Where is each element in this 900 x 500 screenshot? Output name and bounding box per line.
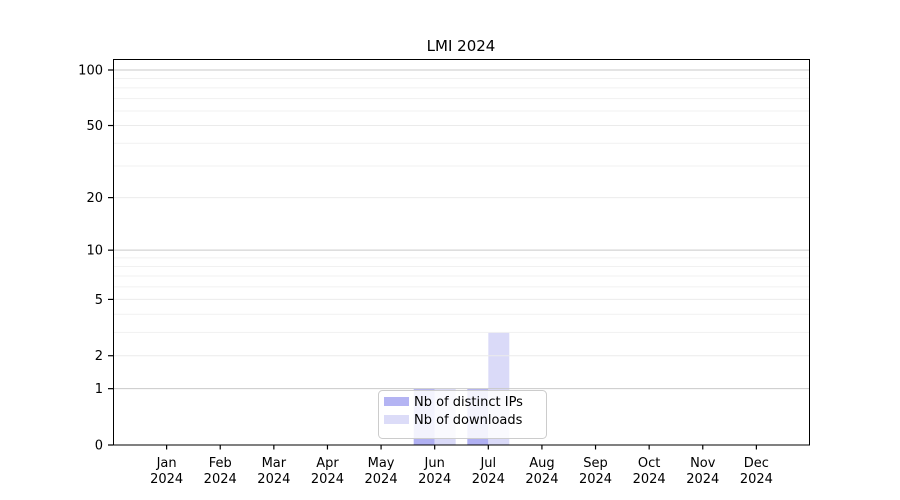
x-tick-label: Aug 2024 [525, 456, 558, 487]
ticks-group [108, 69, 757, 450]
y-tick-label: 5 [95, 293, 103, 308]
y-tick-label: 50 [86, 119, 103, 134]
x-tick-label: Dec 2024 [740, 456, 773, 487]
x-tick-label: Jul 2024 [472, 456, 505, 487]
tick-labels-group: 0 1 2 5 10 20 50 100 Jan 2024 Feb 2024 Mar 2024 Apr 202… [78, 64, 773, 488]
x-tick-label: May 2024 [365, 456, 398, 487]
plot-border [113, 59, 810, 446]
x-tick-label: Feb 2024 [204, 456, 237, 487]
y-tick-label: 20 [86, 191, 103, 206]
gridlines-group [113, 69, 810, 390]
y-tick-label: 10 [86, 244, 103, 259]
legend-label-distinct-ips: Nb of distinct IPs [414, 395, 523, 410]
legend-swatch-downloads [384, 415, 409, 424]
legend: Nb of distinct IPs Nb of downloads [378, 390, 547, 439]
x-tick-label: Jun 2024 [418, 456, 451, 487]
y-tick-label: 100 [78, 64, 103, 79]
x-tick-label: Sep 2024 [579, 456, 612, 487]
legend-box [378, 390, 547, 439]
legend-label-downloads: Nb of downloads [414, 413, 523, 428]
x-tick-label: Oct 2024 [633, 456, 666, 487]
legend-swatch-distinct-ips [384, 397, 409, 406]
x-tick-label: Nov 2024 [686, 456, 719, 487]
y-tick-label: 0 [95, 439, 103, 454]
x-tick-label: Apr 2024 [311, 456, 344, 487]
y-tick-label: 1 [95, 382, 103, 397]
x-tick-label: Jan 2024 [150, 456, 183, 487]
y-tick-label: 2 [95, 349, 103, 364]
chart-title: LMI 2024 [427, 37, 496, 55]
x-tick-label: Mar 2024 [257, 456, 290, 487]
